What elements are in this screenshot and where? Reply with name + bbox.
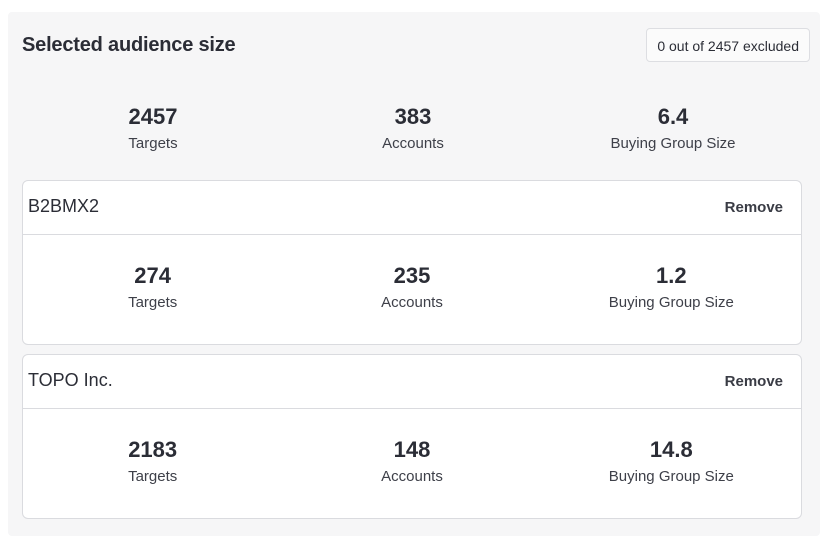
stat-label: Buying Group Size [610, 135, 736, 152]
stat-label: Accounts [381, 468, 443, 485]
stat-value: 1.2 [656, 263, 687, 288]
stat-label: Accounts [382, 135, 444, 152]
remove-button[interactable]: Remove [724, 199, 783, 216]
group-name: TOPO Inc. [28, 370, 113, 390]
group-name: B2BMX2 [28, 196, 100, 216]
group-stats: 274 Targets 235 Accounts 1.2 Buying Grou… [23, 263, 801, 314]
group-card-b2bmx2: B2BMX2 Remove 274 Targets 235 Accounts 1… [22, 180, 802, 345]
excluded-count-badge[interactable]: 0 out of 2457 excluded [646, 28, 810, 62]
stat-targets: 2183 Targets [23, 437, 282, 488]
stat-value: 235 [393, 263, 431, 288]
stat-accounts: 383 Accounts [283, 104, 543, 155]
panel-title: Selected audience size [22, 34, 236, 56]
stat-label: Accounts [381, 294, 443, 311]
stat-label: Buying Group Size [608, 468, 734, 485]
stat-buying-group-size: 1.2 Buying Group Size [542, 263, 801, 314]
stat-label: Targets [128, 468, 178, 485]
stat-value: 274 [134, 263, 172, 288]
panel-header: Selected audience size 0 out of 2457 exc… [8, 12, 820, 82]
group-stats: 2183 Targets 148 Accounts 14.8 Buying Gr… [23, 437, 801, 488]
remove-button[interactable]: Remove [724, 373, 783, 390]
stat-value: 2457 [128, 104, 178, 129]
stat-value: 6.4 [657, 104, 689, 129]
stat-accounts: 148 Accounts [282, 437, 541, 488]
group-card-topo-inc: TOPO Inc. Remove 2183 Targets 148 Accoun… [22, 354, 802, 519]
stat-value: 14.8 [649, 437, 693, 462]
stat-targets: 2457 Targets [23, 104, 283, 155]
summary-stats: 2457 Targets 383 Accounts 6.4 Buying Gro… [23, 104, 803, 155]
stat-value: 383 [394, 104, 432, 129]
group-card-header: TOPO Inc. Remove [23, 355, 801, 409]
group-card-header: B2BMX2 Remove [23, 181, 801, 235]
stat-targets: 274 Targets [23, 263, 282, 314]
stat-buying-group-size: 14.8 Buying Group Size [542, 437, 801, 488]
stat-label: Targets [128, 135, 178, 152]
stat-value: 2183 [128, 437, 178, 462]
audience-size-panel: Selected audience size 0 out of 2457 exc… [8, 12, 820, 536]
stat-accounts: 235 Accounts [282, 263, 541, 314]
stat-buying-group-size: 6.4 Buying Group Size [543, 104, 803, 155]
stat-label: Buying Group Size [608, 294, 734, 311]
stat-value: 148 [393, 437, 431, 462]
stat-label: Targets [128, 294, 178, 311]
